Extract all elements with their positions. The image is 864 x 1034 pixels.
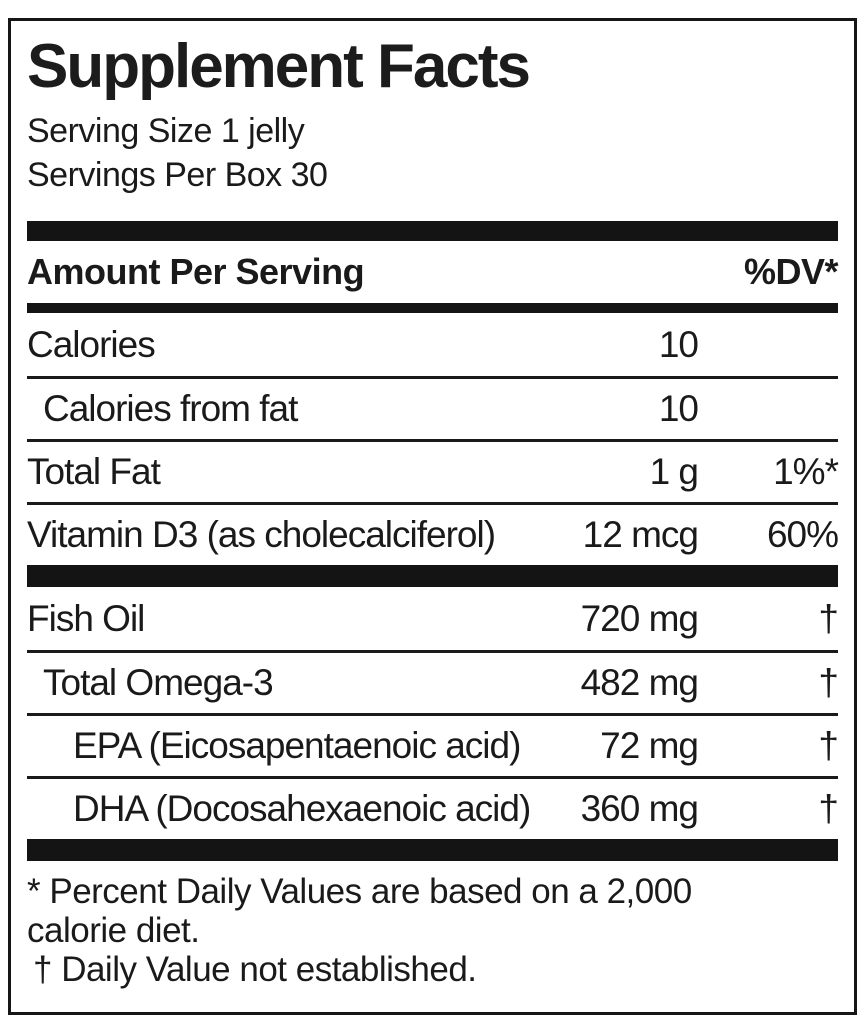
panel-content: Supplement Facts Serving Size 1 jelly Se… [11,21,854,989]
nutrients-section: Calories 10 Calories from fat 10 Total F… [27,313,839,565]
nutrient-dv: † [818,725,839,766]
nutrient-name: Fish Oil [27,597,145,639]
dv-header: %DV* [743,251,839,292]
separator-bar-top [27,221,838,241]
nutrient-dv: 1%* [773,451,839,492]
panel-title: Supplement Facts [27,32,531,101]
nutrient-dv: 60% [766,514,839,555]
nutrient-row-total-omega-3: Total Omega-3 482 mg † [27,650,839,713]
serving-size: Serving Size 1 jelly [27,112,305,150]
nutrient-amount: 10 [658,388,699,429]
nutrient-row-calories: Calories 10 [27,313,838,376]
nutrient-amount: 720 mg [580,597,699,639]
nutrient-name: Calories [27,323,156,365]
nutrient-name: Total Fat [27,451,161,492]
nutrient-row-fish-oil: Fish Oil 720 mg † [27,587,839,650]
nutrient-row-dha: DHA (Docosahexaenoic acid) 360 mg † [27,776,839,839]
nutrient-amount: 360 mg [580,788,699,829]
footnote-daily-value: † Daily Value not established. [33,950,477,989]
footnotes: * Percent Daily Values are based on a 2,… [27,872,838,989]
nutrient-name: DHA (Docosahexaenoic acid) [73,788,531,829]
nutrient-row-vitamin-d3: Vitamin D3 (as cholecalciferol) 12 mcg 6… [27,502,839,565]
nutrient-name: Total Omega-3 [43,662,274,703]
oils-section: Fish Oil 720 mg † Total Omega-3 482 mg †… [27,587,839,839]
nutrient-row-calories-from-fat: Calories from fat 10 [27,376,838,439]
nutrient-row-total-fat: Total Fat 1 g 1%* [27,439,839,502]
nutrient-amount: 12 mcg [582,514,699,555]
nutrient-dv: † [818,662,839,703]
nutrient-amount: 1 g [649,451,699,492]
nutrient-row-epa: EPA (Eicosapentaenoic acid) 72 mg † [27,713,839,776]
nutrient-name: EPA (Eicosapentaenoic acid) [73,725,521,766]
nutrient-amount: 482 mg [580,662,699,703]
nutrient-amount: 72 mg [600,725,699,766]
servings-per-box: Servings Per Box 30 [27,156,328,194]
separator-bar-header [27,303,838,313]
nutrient-name: Calories from fat [43,388,298,429]
nutrient-dv: † [818,597,839,639]
serving-info: Serving Size 1 jelly Servings Per Box 30 [27,109,838,197]
separator-bar-middle [27,565,838,587]
amount-per-serving-header: Amount Per Serving [27,251,365,292]
nutrient-amount: 10 [658,323,699,365]
separator-bar-bottom [27,839,838,861]
nutrient-dv: † [818,788,839,829]
footnote-percent-dv: * Percent Daily Values are based on a 2,… [27,872,692,950]
column-header-row: Amount Per Serving %DV* [27,241,839,303]
nutrient-name: Vitamin D3 (as cholecalciferol) [27,514,496,555]
supplement-facts-panel: Supplement Facts Serving Size 1 jelly Se… [8,18,857,1015]
